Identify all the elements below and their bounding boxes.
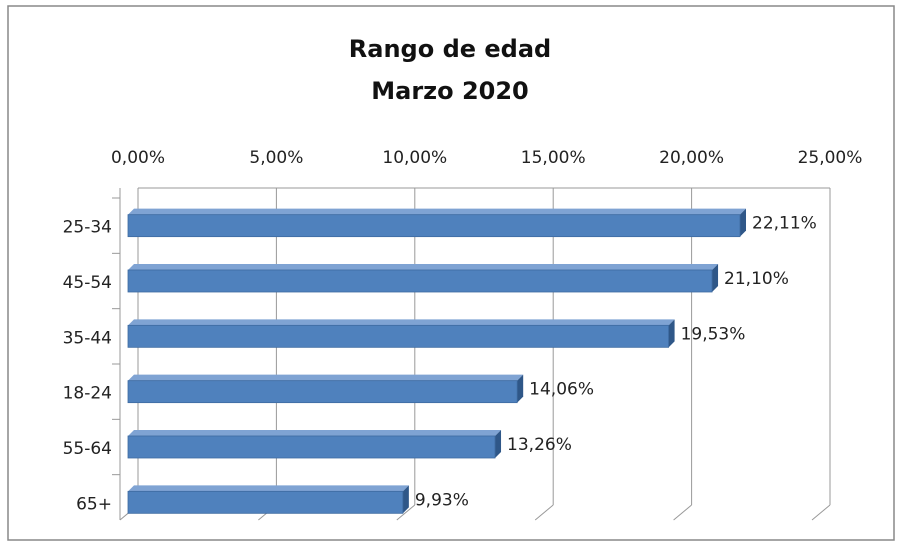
x-tick-label: 15,00%	[521, 148, 586, 168]
y-tick-label: 65+	[76, 494, 112, 514]
x-tick-label: 10,00%	[382, 148, 447, 168]
bar	[127, 324, 669, 348]
y-tick-label: 55-64	[63, 439, 112, 459]
grid-line-foot	[534, 504, 554, 521]
bar-side	[402, 485, 409, 514]
x-tick-label: 0,00%	[111, 148, 165, 168]
bar	[127, 380, 518, 404]
bar-top	[128, 264, 719, 270]
bar-side	[517, 374, 524, 403]
chart-title: Rango de edad	[349, 35, 551, 63]
x-tick-label: 5,00%	[249, 148, 303, 168]
data-label: 14,06%	[529, 380, 594, 400]
bar-side	[712, 264, 719, 292]
data-label: 13,26%	[507, 435, 572, 455]
bar-top	[128, 374, 524, 381]
bar	[127, 490, 404, 514]
y-tick-label: 45-54	[63, 273, 112, 293]
bar	[127, 269, 713, 293]
data-label: 9,93%	[415, 490, 469, 510]
bar-top	[128, 485, 409, 492]
grid-line-foot	[673, 504, 692, 521]
grid-line-foot	[811, 504, 831, 521]
data-label: 19,53%	[681, 324, 746, 344]
bar-side	[668, 319, 675, 348]
bar-top	[128, 208, 747, 215]
bar-side	[740, 208, 747, 237]
bar	[127, 435, 496, 459]
y-tick-label: 35-44	[63, 328, 112, 348]
grid-line-foot	[396, 504, 416, 521]
y-tick-label: 25-34	[63, 218, 112, 238]
y-tick-label: 18-24	[63, 384, 112, 404]
bar	[127, 214, 741, 238]
data-label: 21,10%	[724, 269, 789, 289]
bar-top	[128, 430, 502, 436]
chart-subtitle: Marzo 2020	[371, 77, 529, 105]
bar-top	[128, 319, 675, 326]
bar-side	[495, 430, 502, 458]
x-tick-label: 25,00%	[798, 148, 863, 168]
data-label: 22,11%	[752, 214, 817, 234]
x-tick-label: 20,00%	[659, 148, 724, 168]
